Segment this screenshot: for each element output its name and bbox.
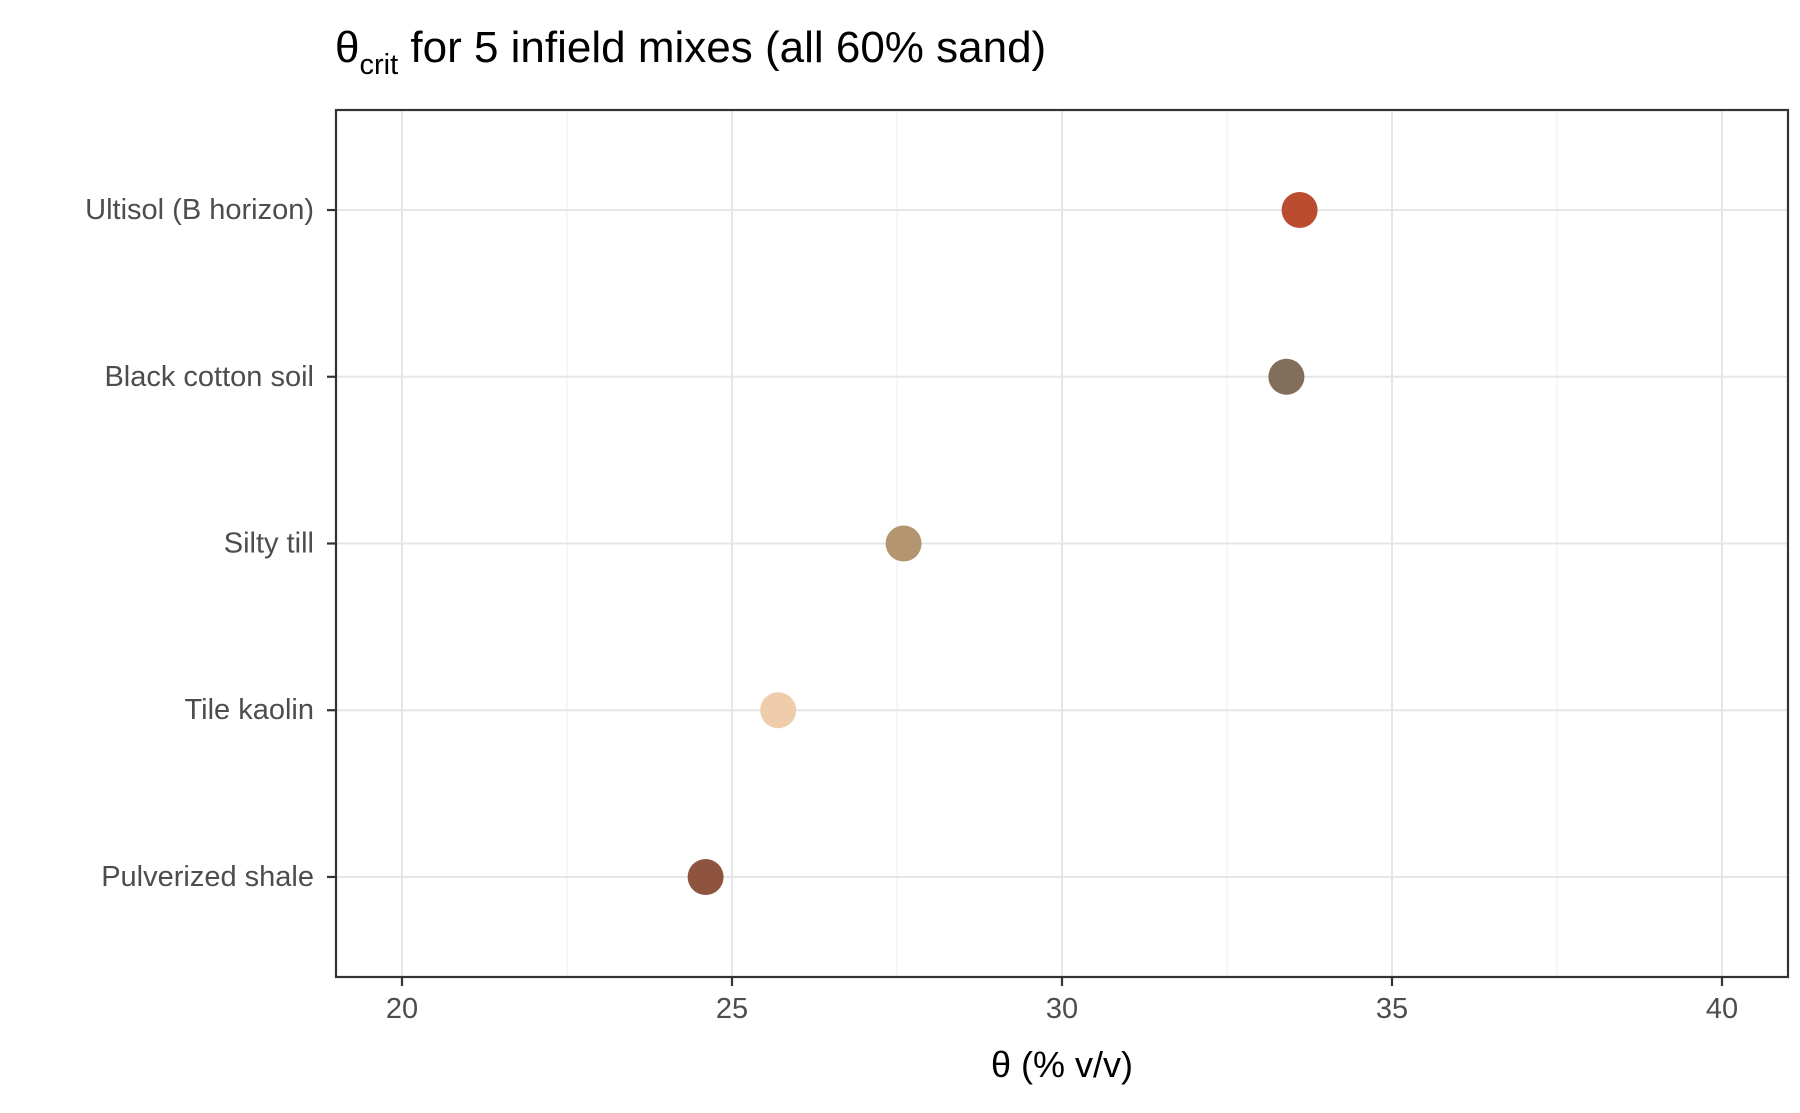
x-tick-label: 30 xyxy=(1046,993,1078,1025)
data-point xyxy=(760,692,797,729)
data-point xyxy=(687,858,724,895)
y-tick-label: Black cotton soil xyxy=(104,361,314,393)
axis-ticks xyxy=(327,208,1724,986)
y-tick-label: Silty till xyxy=(224,528,314,560)
chart-title-rest: for 5 infield mixes (all 60% sand) xyxy=(398,23,1046,72)
data-points xyxy=(687,192,1318,895)
y-tick-label: Ultisol (B horizon) xyxy=(85,194,314,226)
x-tick-label: 20 xyxy=(386,993,418,1025)
y-tick-label: Tile kaolin xyxy=(185,694,314,726)
x-tick-label: 35 xyxy=(1376,993,1408,1025)
grid xyxy=(336,110,1788,977)
x-tick-label: 25 xyxy=(716,993,748,1025)
chart-title: θcrit for 5 infield mixes (all 60% sand) xyxy=(335,23,1046,81)
data-point xyxy=(885,525,922,562)
y-tick-label: Pulverized shale xyxy=(101,861,314,893)
y-axis-tick-labels: Pulverized shale Tile kaolin Silty till Bla… xyxy=(85,194,314,893)
chart-title-subscript: crit xyxy=(359,49,398,81)
data-point xyxy=(1268,358,1305,395)
x-axis-tick-labels: 20 25 30 35 40 xyxy=(386,993,1738,1025)
x-axis-title: θ (% v/v) xyxy=(991,1044,1133,1085)
x-tick-label: 40 xyxy=(1706,993,1738,1025)
data-point xyxy=(1281,192,1318,229)
chart-title-symbol: θ xyxy=(335,23,359,72)
